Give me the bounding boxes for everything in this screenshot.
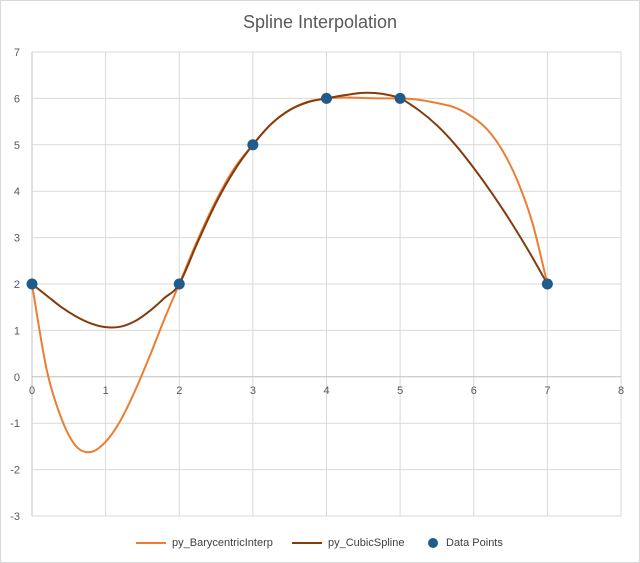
x-tick-label: 0 [29, 385, 35, 397]
y-tick-label: -2 [10, 465, 20, 477]
data-point [26, 278, 38, 290]
x-tick-label: 6 [471, 385, 477, 397]
legend-item-barycentric: py_BarycentricInterp [136, 535, 273, 551]
x-tick-label: 5 [397, 385, 403, 397]
y-tick-label: 5 [14, 140, 20, 152]
y-tick-label: 6 [14, 93, 20, 105]
x-tick-label: 4 [323, 385, 329, 397]
y-tick-label: -3 [10, 511, 20, 523]
data-point [541, 278, 553, 290]
y-tick-label: 0 [14, 372, 20, 384]
series-line-cubic-spline [31, 91, 549, 329]
legend-label-barycentric: py_BarycentricInterp [172, 537, 273, 549]
legend-item-cubic-spline: py_CubicSpline [292, 535, 404, 551]
legend-label-data-points: Data Points [446, 537, 503, 549]
series-line-barycentric [31, 96, 549, 454]
x-tick-label: 2 [176, 385, 182, 397]
x-tick-label: 1 [103, 385, 109, 397]
legend: py_BarycentricInterp py_CubicSpline Data… [0, 535, 640, 553]
y-tick-label: 1 [14, 325, 20, 337]
data-point [247, 139, 259, 151]
legend-item-data-points: Data Points [428, 535, 503, 551]
x-tick-label: 7 [544, 385, 550, 397]
y-tick-label: 7 [14, 47, 20, 59]
data-point [394, 92, 406, 104]
legend-label-cubic-spline: py_CubicSpline [328, 537, 405, 549]
y-tick-label: -1 [10, 418, 20, 430]
y-tick-label: 4 [14, 186, 20, 198]
y-tick-label: 3 [14, 233, 20, 245]
y-tick-label: 2 [14, 279, 20, 291]
legend-swatch-data-points [428, 538, 438, 548]
x-tick-label: 8 [618, 385, 624, 397]
data-point [173, 278, 185, 290]
data-point [321, 92, 332, 104]
chart-title: Spline Interpolation [242, 12, 398, 32]
legend-swatch-barycentric [136, 542, 166, 544]
legend-swatch-cubic-spline [292, 542, 322, 544]
x-tick-label: 3 [250, 385, 256, 397]
